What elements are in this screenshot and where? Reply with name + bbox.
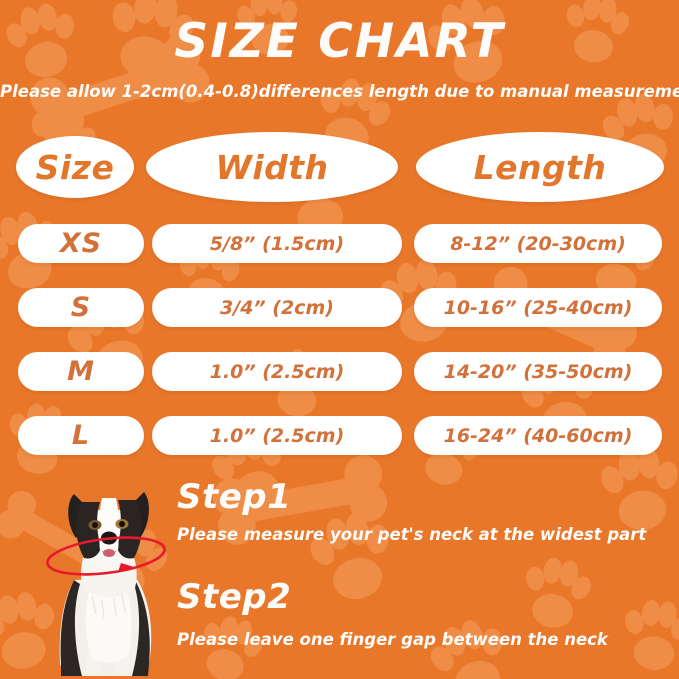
table-row: 1.0” (2.5cm) — [152, 416, 402, 455]
table-row: S — [18, 288, 144, 327]
column-header-size: Size — [16, 136, 134, 198]
column-header-length-label: Length — [473, 147, 607, 187]
step1-description: Please measure your pet's neck at the wi… — [177, 525, 647, 544]
table-row: 3/4” (2cm) — [152, 288, 402, 327]
table-row: M — [18, 352, 144, 391]
table-row: 8-12” (20-30cm) — [414, 224, 662, 263]
measurement-disclaimer: Please allow 1-2cm(0.4-0.8)differences l… — [0, 82, 679, 101]
cell-width: 5/8” (1.5cm) — [209, 232, 345, 255]
column-header-size-label: Size — [35, 147, 115, 187]
cell-width: 1.0” (2.5cm) — [209, 424, 345, 447]
column-header-width: Width — [146, 132, 398, 202]
cell-size: XS — [59, 228, 103, 259]
table-row: 5/8” (1.5cm) — [152, 224, 402, 263]
column-header-width-label: Width — [215, 147, 329, 187]
table-row: 16-24” (40-60cm) — [414, 416, 662, 455]
cell-size: S — [70, 292, 92, 323]
step1-heading: Step1 — [177, 477, 292, 517]
cell-size: M — [67, 356, 95, 387]
step2-heading: Step2 — [177, 577, 292, 617]
page-title: SIZE CHART — [174, 14, 505, 69]
table-row: 14-20” (35-50cm) — [414, 352, 662, 391]
cell-width: 1.0” (2.5cm) — [209, 360, 345, 383]
column-header-length: Length — [416, 132, 664, 202]
table-row: L — [18, 416, 144, 455]
table-row: 10-16” (25-40cm) — [414, 288, 662, 327]
cell-length: 8-12” (20-30cm) — [450, 232, 626, 255]
table-row: XS — [18, 224, 144, 263]
step2-description: Please leave one finger gap between the … — [177, 630, 608, 649]
cell-length: 16-24” (40-60cm) — [443, 424, 633, 447]
table-row: 1.0” (2.5cm) — [152, 352, 402, 391]
cell-length: 14-20” (35-50cm) — [443, 360, 633, 383]
dog-photo — [22, 468, 184, 679]
cell-length: 10-16” (25-40cm) — [443, 296, 633, 319]
cell-width: 3/4” (2cm) — [220, 296, 334, 319]
cell-size: L — [71, 420, 91, 451]
neck-measure-marker — [46, 536, 166, 576]
